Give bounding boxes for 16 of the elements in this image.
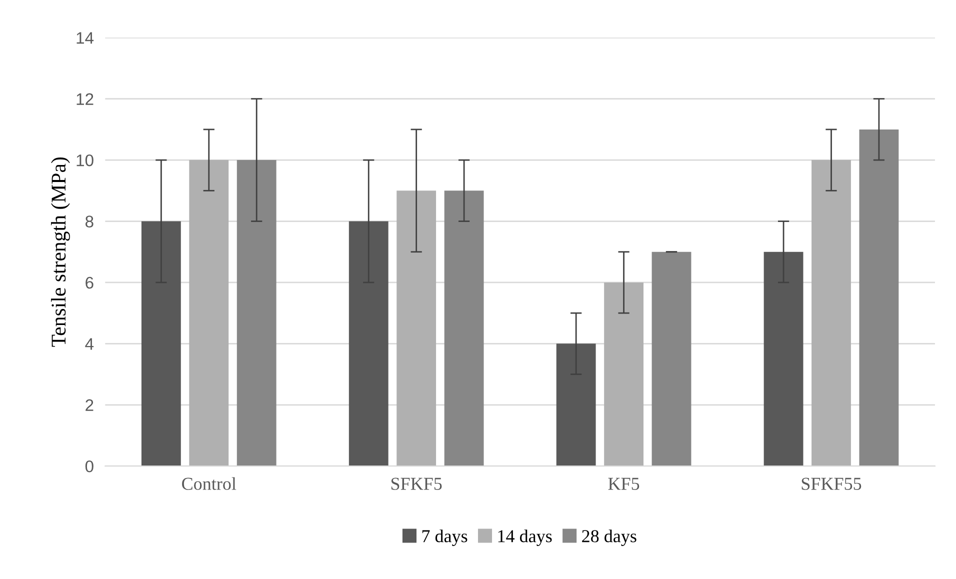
y-tick-label: 0: [85, 460, 94, 472]
y-tick-label: 8: [86, 216, 94, 228]
legend-label: 28 days: [582, 530, 636, 546]
legend-label: 14 days: [498, 530, 552, 546]
x-tick-label: KF5: [608, 478, 640, 490]
y-axis-title: Tensile strength (MPa): [51, 157, 70, 347]
y-tick-label: 2: [86, 399, 94, 411]
y-tick-label: 4: [85, 338, 94, 350]
y-tick-label: 12: [76, 93, 94, 105]
y-tick-label: 14: [76, 32, 94, 44]
y-tick-label: 10: [76, 154, 94, 166]
x-tick-label: SFKF55: [802, 478, 862, 490]
legend-label: 7 days: [422, 530, 468, 546]
y-tick-label: 6: [86, 276, 94, 289]
x-tick-label: Control: [182, 477, 236, 490]
x-tick-label: SFKF5: [391, 478, 442, 490]
